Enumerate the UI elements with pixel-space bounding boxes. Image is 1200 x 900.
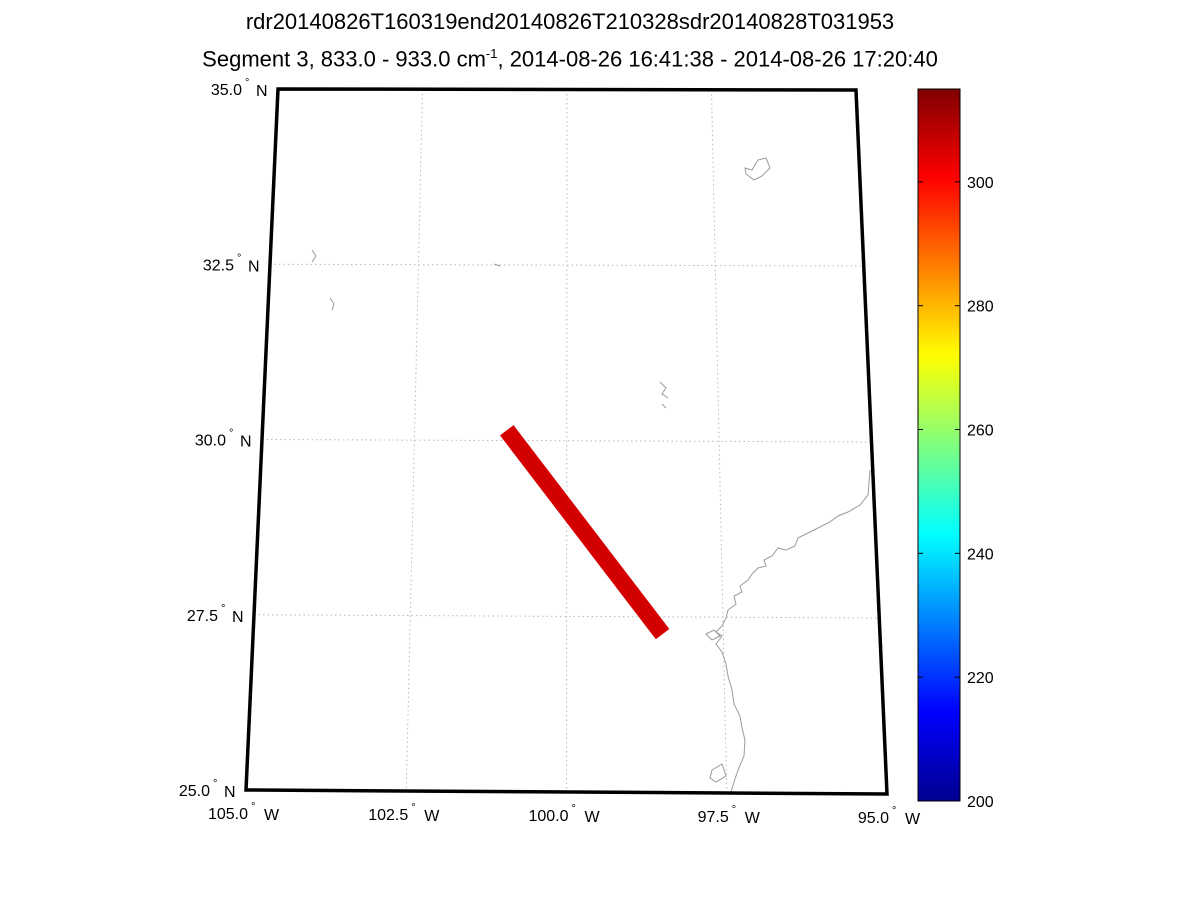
colorbar-tick-label: 280 [967, 299, 994, 316]
lon-hemisphere: W [745, 810, 761, 827]
degree-symbol: ° [732, 804, 736, 816]
degree-symbol: ° [411, 802, 415, 814]
coastline [311, 157, 871, 796]
colorbar-ticks: 200 220 240 260 280 300 [918, 175, 994, 811]
degree-symbol: ° [251, 801, 255, 813]
degree-symbol: ° [245, 77, 249, 89]
colorbar-tick-label: 300 [967, 175, 994, 192]
lon-hemisphere: W [264, 807, 280, 824]
lon-hemisphere: W [585, 809, 601, 826]
lat-hemisphere: N [240, 434, 252, 451]
degree-symbol: ° [213, 778, 217, 790]
colorbar: 200 220 240 260 280 300 [917, 88, 994, 811]
lat-tick-label: 30.0 ° N [195, 428, 252, 451]
reservoir-5 [659, 381, 669, 399]
lat-hemisphere: N [232, 609, 244, 626]
lat-hemisphere: N [224, 784, 236, 801]
map-frame [244, 87, 889, 796]
lon-hemisphere: W [905, 811, 921, 828]
lon-tick-label: 100.0 ° W [528, 803, 600, 826]
lon-hemisphere: W [424, 808, 440, 825]
reservoir-4 [329, 297, 335, 311]
lat-hemisphere: N [248, 258, 260, 275]
lat-tick-label: 27.5 ° N [187, 603, 244, 626]
lat-tick-label: 35.0 ° N [211, 77, 268, 100]
bay-outline-1 [705, 629, 721, 641]
subtitle-suffix: , 2014-08-26 16:41:38 - 2014-08-26 17:20… [497, 46, 938, 72]
lat-tick-value: 25.0 [179, 783, 210, 800]
lon-tick-label: 102.5 ° W [368, 802, 440, 825]
colorbar-tick-label: 220 [967, 670, 994, 687]
data-swath [500, 425, 670, 640]
reservoir-6 [661, 403, 667, 409]
lon-tick-label: 105.0 ° W [208, 801, 280, 824]
reservoir-1 [744, 157, 771, 181]
subtitle-superscript: -1 [485, 46, 498, 61]
degree-symbol: ° [237, 252, 241, 264]
degree-symbol: ° [572, 803, 576, 815]
colorbar-tick-label: 200 [967, 794, 994, 811]
lat-tick-label: 25.0 ° N [179, 778, 236, 801]
chart-title: rdr20140826T160319end20140826T210328sdr2… [245, 9, 895, 34]
lon-tick-value: 102.5 [368, 807, 408, 824]
degree-symbol: ° [892, 805, 896, 817]
lat-tick-label: 32.5 ° N [203, 252, 260, 275]
reservoir-3 [493, 263, 501, 267]
lon-tick-value: 105.0 [208, 806, 248, 823]
degree-symbol: ° [221, 603, 225, 615]
reservoir-2 [311, 249, 317, 263]
graticule [253, 89, 880, 794]
bay-outline-2 [709, 763, 727, 783]
lat-tick-value: 35.0 [211, 82, 242, 99]
chart-subtitle: Segment 3, 833.0 - 933.0 cm-1, 2014-08-2… [0, 46, 1140, 72]
lon-tick-value: 97.5 [698, 809, 729, 826]
lat-hemisphere: N [256, 83, 268, 100]
texas-coastline [715, 469, 871, 796]
subtitle-prefix: Segment 3, 833.0 - 933.0 cm [202, 46, 486, 72]
colorbar-tick-label: 260 [967, 423, 994, 440]
lat-gridline [253, 614, 880, 619]
lon-gridline [711, 89, 728, 794]
colorbar-gradient [917, 88, 961, 802]
lon-tick-value: 95.0 [858, 810, 889, 827]
swath-core [510, 436, 659, 629]
lon-gridline [566, 89, 568, 793]
degree-symbol: ° [229, 428, 233, 440]
lon-tick-value: 100.0 [528, 808, 568, 825]
colorbar-tick-label: 240 [967, 546, 994, 563]
lat-tick-value: 30.0 [195, 433, 226, 450]
lat-tick-value: 27.5 [187, 608, 218, 625]
lon-tick-label: 95.0 ° W [858, 805, 921, 828]
lon-tick-label: 97.5 ° W [698, 804, 761, 827]
lat-tick-value: 32.5 [203, 257, 234, 274]
